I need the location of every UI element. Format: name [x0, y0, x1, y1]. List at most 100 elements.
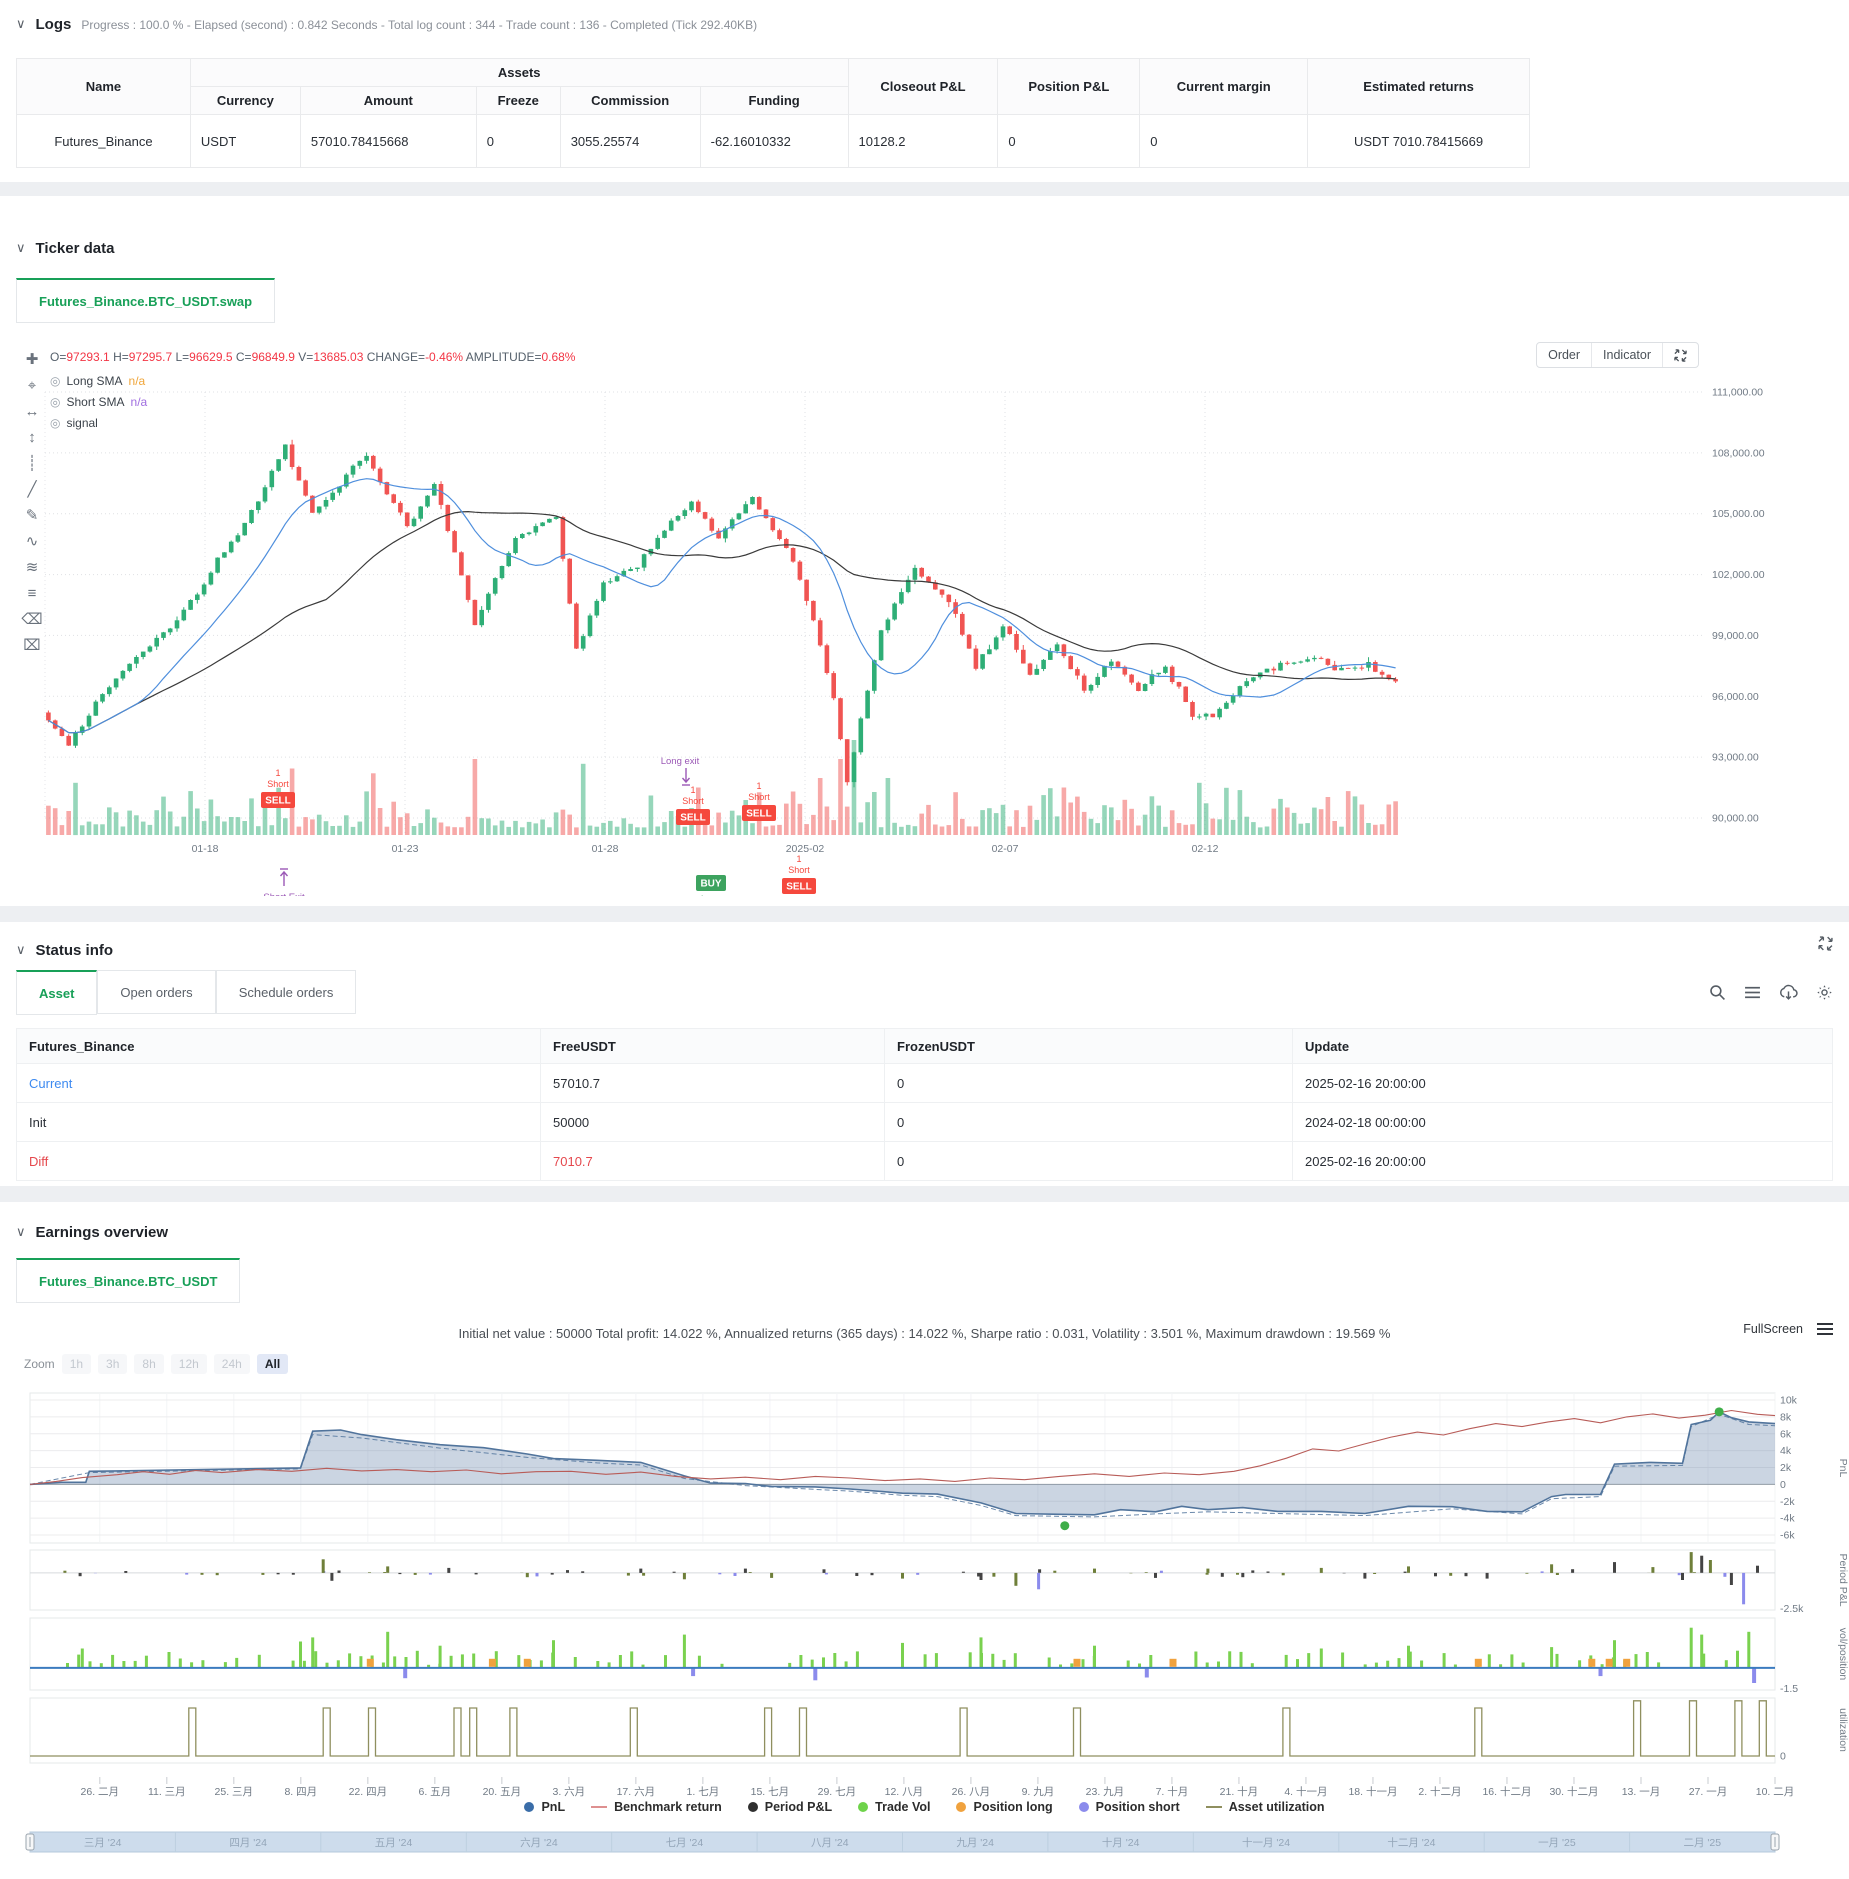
svg-text:2. 十二月: 2. 十二月 [1418, 1785, 1461, 1798]
tab-ticker-symbol[interactable]: Futures_Binance.BTC_USDT.swap [16, 278, 276, 323]
cell-update: 2024-02-18 00:00:00 [1292, 1102, 1833, 1142]
fullscreen-button[interactable]: FullScreen [1743, 1322, 1803, 1336]
svg-text:90,000.00: 90,000.00 [1712, 813, 1759, 825]
legend-label: Benchmark return [614, 1800, 722, 1814]
eraser-icon[interactable]: ⌫ [21, 611, 43, 628]
svg-text:26. 二月: 26. 二月 [81, 1786, 120, 1798]
svg-text:0: 0 [1780, 1751, 1786, 1763]
ruler-icon[interactable]: ┊ [27, 455, 37, 472]
svg-text:Period P&L: Period P&L [1837, 1553, 1849, 1606]
study-value: n/a [130, 394, 148, 409]
collapse-chevron-icon[interactable]: ∨ [16, 1224, 26, 1239]
cell-freeze: 0 [475, 114, 561, 168]
cell-frozen: 0 [884, 1063, 1293, 1103]
layers-icon[interactable]: ≡ [27, 585, 37, 602]
tab-open-orders[interactable]: Open orders [97, 970, 216, 1014]
svg-text:02-12: 02-12 [1192, 843, 1219, 855]
status-title: Status info [35, 942, 114, 959]
legend-item-benchmark-return[interactable]: Benchmark return [591, 1800, 722, 1814]
gear-icon[interactable] [1816, 984, 1833, 1001]
eye-icon[interactable]: ◎ [50, 373, 61, 388]
trash-icon[interactable]: ⌧ [23, 637, 41, 654]
legend-item-position-short[interactable]: Position short [1078, 1800, 1180, 1814]
sell-badge [782, 878, 816, 894]
candlestick-svg: 111,000.00 108,000.00 105,000.00 102,000.00… [44, 387, 1765, 1118]
wave-icon[interactable]: ∿ [25, 533, 39, 550]
sell-badge [676, 809, 710, 825]
tab-schedule-orders[interactable]: Schedule orders [215, 970, 357, 1014]
trendline-icon[interactable]: ╱ [27, 481, 37, 498]
svg-text:1: 1 [275, 768, 280, 778]
zoom-3h[interactable]: 3h [98, 1354, 128, 1374]
draw-icon[interactable]: ✎ [25, 507, 39, 524]
row-label-current[interactable]: Current [16, 1063, 541, 1103]
svg-text:vol/position: vol/position [1837, 1628, 1849, 1681]
search-icon[interactable] [1709, 984, 1726, 1001]
vline-icon[interactable]: ↕ [28, 429, 36, 446]
svg-text:1: 1 [690, 785, 695, 795]
ohlc-segment: L=96629.5 [172, 350, 233, 364]
indicator-button[interactable]: Indicator [1591, 343, 1662, 367]
svg-text:8. 四月: 8. 四月 [284, 1786, 317, 1798]
zoom-24h[interactable]: 24h [213, 1354, 250, 1374]
zoom-all[interactable]: All [256, 1354, 289, 1374]
svg-text:01-23: 01-23 [392, 843, 419, 855]
col-amount: Amount [299, 86, 477, 115]
table-row: Diff 7010.7 0 2025-02-16 20:00:00 [16, 1141, 1833, 1181]
svg-text:27. 一月: 27. 一月 [1689, 1786, 1728, 1798]
svg-text:SELL: SELL [746, 809, 772, 820]
sell-badge [261, 792, 295, 808]
menu-icon[interactable] [1744, 984, 1761, 1001]
study-label: Long SMA [66, 373, 123, 388]
tab-asset[interactable]: Asset [16, 970, 98, 1015]
legend-item-trade-vol[interactable]: Trade Vol [858, 1800, 930, 1814]
hline-icon[interactable]: ↔ [24, 403, 40, 420]
collapse-chevron-icon[interactable]: ∨ [16, 240, 26, 255]
svg-text:13. 一月: 13. 一月 [1622, 1786, 1661, 1798]
svg-text:-2k: -2k [1780, 1496, 1795, 1508]
legend-item-period-p&l[interactable]: Period P&L [747, 1800, 832, 1814]
zoom-8h[interactable]: 8h [134, 1354, 164, 1374]
svg-text:01-18: 01-18 [192, 843, 219, 855]
chart-menu-icon[interactable] [1817, 1323, 1833, 1335]
svg-text:SELL: SELL [265, 796, 291, 807]
legend-marker [1205, 1806, 1222, 1808]
collapse-chevron-icon[interactable]: ∨ [16, 16, 26, 31]
collapse-chevron-icon[interactable]: ∨ [16, 942, 26, 957]
svg-text:十二月 '24: 十二月 '24 [1387, 1836, 1435, 1849]
target-icon[interactable]: ⌖ [27, 377, 37, 394]
channel-icon[interactable]: ≋ [25, 559, 39, 576]
svg-text:二月 '25: 二月 '25 [1683, 1837, 1721, 1849]
col-freeze: Freeze [475, 86, 561, 115]
study-short-sma: ◎ Short SMA n/a [50, 391, 147, 412]
candlestick-chart[interactable]: 111,000.00 108,000.00 105,000.00 102,000.00… [0, 330, 1849, 1118]
legend-marker [524, 1802, 535, 1812]
eye-icon[interactable]: ◎ [50, 394, 61, 409]
chart-fullscreen-icon[interactable] [1662, 343, 1698, 367]
legend-item-position-long[interactable]: Position long [956, 1800, 1053, 1814]
earnings-chart[interactable]: 26. 二月 11. 三月 25. 三月 8. 四月 22. 四月 6. 五月 20. 五月… [0, 1385, 1849, 1860]
order-button[interactable]: Order [1548, 348, 1581, 362]
cloud-download-icon[interactable] [1779, 984, 1798, 1001]
svg-text:三月 '24: 三月 '24 [84, 1837, 122, 1849]
svg-text:2025-02: 2025-02 [786, 843, 825, 855]
svg-text:30. 十二月: 30. 十二月 [1549, 1785, 1598, 1798]
svg-text:SELL: SELL [786, 882, 812, 893]
tab-earnings-symbol[interactable]: Futures_Binance.BTC_USDT [16, 1258, 241, 1303]
col-commission: Commission [559, 86, 701, 115]
crosshair-icon[interactable]: ✚ [25, 351, 39, 368]
svg-text:1. 七月: 1. 七月 [687, 1786, 720, 1798]
legend-item-pnl[interactable]: PnL [524, 1800, 565, 1814]
zoom-1h[interactable]: 1h [61, 1354, 92, 1374]
zoom-12h[interactable]: 12h [170, 1354, 207, 1374]
assets-row: Futures_Binance USDT 57010.78415668 0 30… [16, 114, 1530, 168]
status-header: ∨ Status info [16, 942, 113, 959]
earnings-controls: FullScreen [1743, 1322, 1833, 1336]
col-estimated-returns: Estimated returns [1307, 58, 1530, 115]
legend-item-asset-utilization[interactable]: Asset utilization [1205, 1800, 1325, 1814]
eye-icon[interactable]: ◎ [50, 415, 61, 430]
svg-text:01-28: 01-28 [592, 843, 619, 855]
expand-icon[interactable] [1818, 936, 1833, 951]
ohlc-segment: V=13685.03 [294, 350, 364, 364]
long-exit-icon [681, 768, 691, 786]
